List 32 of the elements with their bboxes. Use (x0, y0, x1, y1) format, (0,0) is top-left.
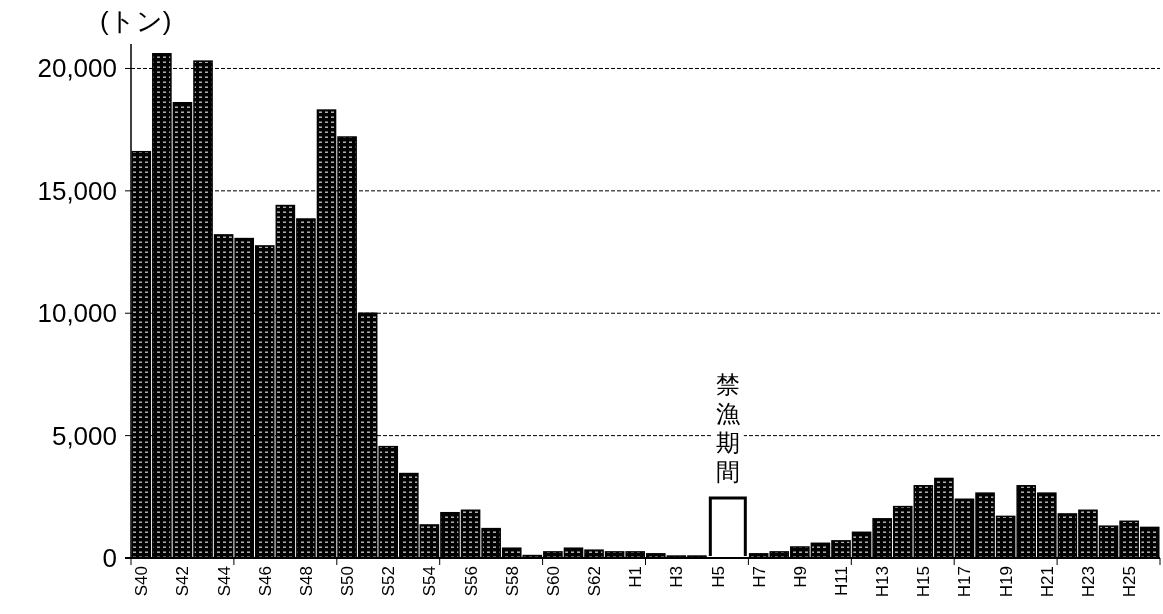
x-tick-label: S52 (379, 566, 399, 597)
x-tick-label: S58 (502, 566, 522, 597)
x-tick-label: H7 (749, 566, 769, 588)
x-tick-label: H3 (667, 566, 687, 588)
x-tick-label: S44 (214, 566, 234, 597)
x-tick-label: H17 (955, 566, 975, 598)
x-tick-label: S62 (585, 566, 605, 597)
y-axis-title: (トン) (100, 6, 172, 36)
y-tick-label: 5,000 (51, 420, 117, 451)
x-tick-label: S56 (461, 566, 481, 597)
x-tick-label: H1 (626, 566, 646, 588)
x-tick-label: H15 (914, 566, 934, 598)
x-tick-label: H21 (1037, 566, 1057, 598)
x-tick-label: S50 (338, 566, 358, 597)
x-tick-label: S48 (296, 566, 316, 597)
x-tick-label: S40 (132, 566, 152, 597)
x-tick-label: H5 (708, 566, 728, 588)
x-tick-label: S46 (255, 566, 275, 597)
x-tick-label: H23 (1078, 566, 1098, 598)
x-tick-label: H19 (996, 566, 1016, 598)
y-tick-label: 0 (102, 543, 117, 573)
x-tick-label: H9 (790, 566, 810, 588)
annotation: 禁漁期間 (715, 371, 740, 485)
y-tick-label: 10,000 (37, 298, 117, 329)
x-tick-label: S60 (543, 566, 563, 597)
x-tick-label: H11 (832, 566, 852, 596)
x-tick-label: H25 (1120, 566, 1140, 598)
y-tick-label: 15,000 (37, 175, 117, 206)
x-tick-label: S54 (420, 566, 440, 597)
x-tick-label: S42 (173, 566, 193, 597)
y-tick-label: 20,000 (37, 53, 117, 84)
x-tick-label: H13 (873, 566, 893, 598)
